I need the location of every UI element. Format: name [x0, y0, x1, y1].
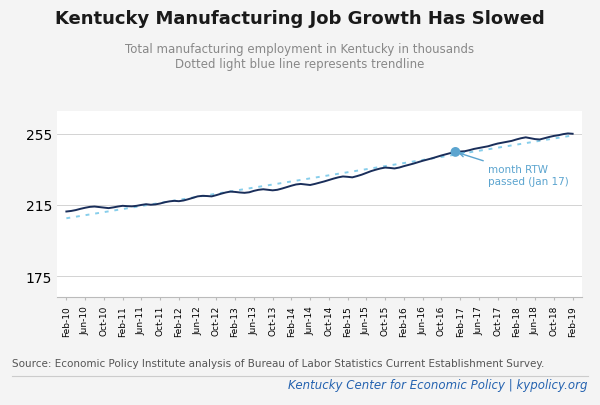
Text: Kentucky Center for Economic Policy | kypolicy.org: Kentucky Center for Economic Policy | ky… — [289, 378, 588, 391]
Text: Source: Economic Policy Institute analysis of Bureau of Labor Statistics Current: Source: Economic Policy Institute analys… — [12, 358, 544, 369]
Point — [451, 149, 460, 156]
Text: Dotted light blue line represents trendline: Dotted light blue line represents trendl… — [175, 58, 425, 70]
Text: Kentucky Manufacturing Job Growth Has Slowed: Kentucky Manufacturing Job Growth Has Sl… — [55, 10, 545, 28]
Text: month RTW
passed (Jan 17): month RTW passed (Jan 17) — [460, 153, 569, 187]
Text: Total manufacturing employment in Kentucky in thousands: Total manufacturing employment in Kentuc… — [125, 43, 475, 55]
